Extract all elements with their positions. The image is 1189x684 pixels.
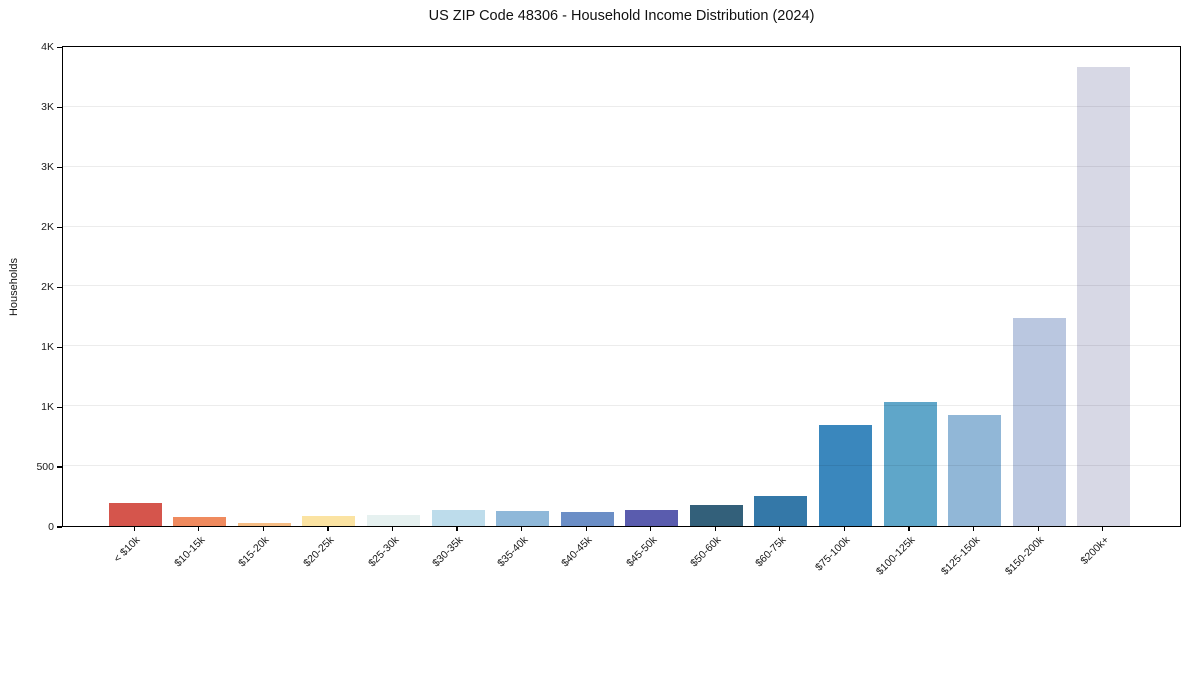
bar-$25-30k (367, 514, 421, 526)
x-tick-label: $150-200k (1003, 534, 1047, 578)
x-tick-mark (714, 527, 716, 531)
y-tick-label: 0 (48, 520, 54, 533)
x-tick-label: $30-35k (430, 534, 466, 570)
gridline-2500 (63, 225, 1180, 227)
x-tick-label: $100-125k (873, 534, 918, 578)
y-tick-mark (57, 346, 62, 348)
y-tick-mark (57, 406, 62, 408)
bar-$30-35k (431, 510, 485, 526)
x-tick-label: $35-40k (494, 534, 531, 570)
y-tick-mark (57, 107, 62, 109)
y-tick-label: 2K (41, 280, 54, 293)
y-tick-mark (57, 226, 62, 229)
y-tick-label: 500 (36, 460, 54, 473)
x-tick-label: $15-20k (236, 534, 272, 570)
bar-$200k+ (1077, 67, 1131, 526)
income-distribution-chart: US ZIP Code 48306 - Household Income Dis… (8, 8, 1181, 578)
bar-$15-20k (237, 522, 291, 526)
x-tick-mark (843, 527, 846, 531)
x-tick-mark (1102, 527, 1104, 531)
y-tick-label: 4K (41, 41, 54, 54)
gridline-2000 (63, 285, 1180, 287)
gridline-1500 (63, 345, 1180, 347)
x-tick-label: $20-25k (301, 534, 337, 570)
x-tick-label: $50-60k (688, 534, 724, 570)
x-tick-mark (521, 527, 523, 531)
x-tick-mark (972, 527, 975, 531)
x-tick-label: $200k+ (1078, 534, 1112, 568)
bar-$50-60k (689, 505, 743, 526)
bar-$150-200k (1012, 318, 1066, 526)
x-tick-mark (779, 527, 781, 531)
bar-$40-45k (560, 511, 614, 526)
bar-$60-75k (754, 496, 808, 526)
bar-$35-40k (496, 511, 550, 526)
y-tick-label: 3K (41, 101, 54, 114)
bar-$10-15k (173, 517, 227, 526)
x-tick-label: $25-30k (365, 534, 402, 570)
x-tick-mark (908, 527, 910, 531)
bar-$100-125k (883, 402, 937, 526)
x-tick-mark (327, 527, 329, 531)
x-tick-label: $125-150k (938, 534, 983, 578)
gridline-4000 (63, 45, 1180, 47)
y-tick-mark (57, 47, 62, 49)
x-tick-label: $60-75k (753, 534, 789, 570)
y-tick-mark (57, 166, 62, 169)
gridline-500 (63, 465, 1180, 467)
x-tick-mark (650, 527, 652, 531)
y-tick-mark (57, 526, 62, 528)
x-tick-mark (198, 527, 200, 531)
chart-title: US ZIP Code 48306 - Household Income Dis… (428, 8, 815, 24)
x-tick-label: $10-15k (172, 534, 208, 570)
x-tick-label: $40-45k (559, 534, 595, 570)
x-tick-label: $45-50k (623, 534, 660, 570)
gridline-1000 (63, 405, 1180, 407)
x-tick-mark (262, 527, 264, 531)
x-tick-mark (585, 527, 587, 531)
y-tick-mark (57, 286, 62, 288)
y-tick-label: 1K (41, 400, 54, 413)
bar-$125-150k (948, 415, 1002, 526)
x-tick-mark (456, 527, 458, 531)
x-tick-mark (391, 527, 394, 531)
y-tick-mark (57, 466, 62, 468)
x-tick-mark (133, 527, 135, 531)
bar-< $10k (108, 503, 162, 526)
gridline-3000 (63, 165, 1180, 167)
plot-area (62, 45, 1181, 527)
gridline-3500 (63, 105, 1180, 107)
y-tick-label: 1K (41, 340, 54, 353)
x-tick-label: $75-100k (813, 534, 853, 574)
y-tick-label: 3K (41, 161, 54, 174)
x-tick-mark (1037, 527, 1039, 531)
bar-$75-100k (818, 425, 872, 526)
bar-$20-25k (302, 515, 356, 526)
y-tick-label: 2K (41, 220, 54, 233)
bar-$45-50k (625, 509, 679, 526)
